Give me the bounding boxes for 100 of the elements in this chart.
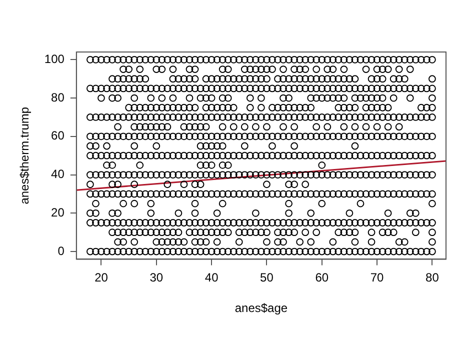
point [186,123,194,131]
point [351,228,359,236]
point [196,228,204,236]
x-tick-label: 50 [260,270,274,285]
point [395,123,403,131]
point [400,238,408,246]
point [356,200,364,208]
point [302,66,310,73]
point [340,123,348,131]
point [346,228,354,236]
point [169,94,177,102]
point [114,180,122,188]
point [114,209,122,217]
point [152,228,160,236]
point [340,75,348,83]
point [202,75,210,83]
point [384,123,392,131]
point [147,94,155,102]
point [147,200,155,208]
point [428,238,436,246]
point [384,66,392,73]
point [378,228,386,236]
x-tick-label: 30 [150,270,164,285]
point [274,104,282,112]
point [280,75,287,83]
point [186,94,194,102]
point [152,66,160,73]
point [164,228,172,236]
point [125,228,133,236]
point [263,123,270,131]
point [125,75,133,83]
point [213,209,221,217]
point [218,161,226,169]
point [324,94,332,102]
point [120,228,128,236]
point [180,104,188,112]
point [252,123,260,131]
point [130,180,138,188]
point [186,75,194,83]
point [92,200,100,208]
point [307,238,315,246]
point [312,123,320,131]
point [351,142,359,150]
point [312,75,320,83]
point [147,123,155,131]
point [307,104,315,112]
point [362,94,370,102]
point [373,94,381,102]
point [368,228,376,236]
point [108,228,116,236]
point [351,123,359,131]
point [169,228,177,236]
point [136,66,144,73]
point [136,75,144,83]
point [340,104,348,112]
point [208,142,216,150]
point [302,104,310,112]
point [174,75,182,83]
point [318,200,326,208]
point [290,66,298,73]
point [362,66,370,73]
point [191,238,199,246]
point [258,66,265,73]
point [191,123,199,131]
point [114,75,122,83]
y-axis-title: anes$therm.trump [18,106,32,204]
point [373,75,381,83]
point [240,142,248,150]
point [213,75,221,83]
point [290,123,298,131]
point [329,94,337,102]
point [373,123,381,131]
point [130,94,138,102]
point [280,228,287,236]
point [158,104,166,112]
point [324,66,332,73]
point [186,66,194,73]
point [202,238,210,246]
point [296,66,304,73]
point [378,104,386,112]
point [136,228,144,236]
point [136,123,144,131]
point [373,66,381,73]
point [213,104,221,112]
point [158,94,166,102]
point [164,238,172,246]
point [258,228,265,236]
point [246,104,254,112]
point [120,200,128,208]
point [120,75,128,83]
point [224,161,232,169]
point [246,75,254,83]
point [158,228,166,236]
point [280,104,287,112]
point [329,66,337,73]
point [268,104,276,112]
point [290,180,298,188]
point [224,228,232,236]
point [114,123,122,131]
point [224,75,232,83]
